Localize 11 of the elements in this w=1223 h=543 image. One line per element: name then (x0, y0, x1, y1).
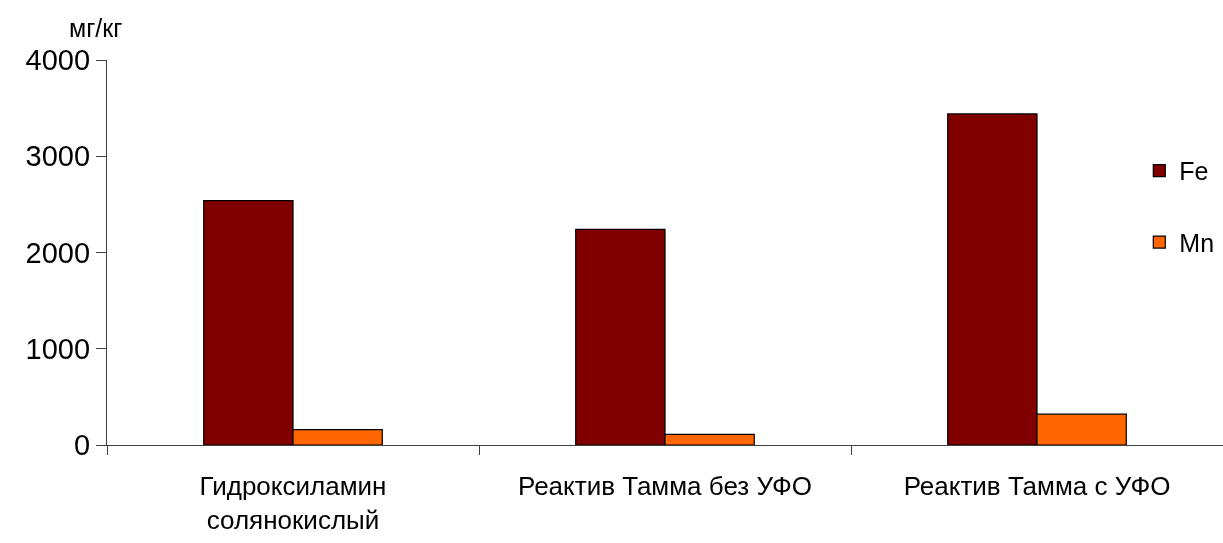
y-axis-title: мг/кг (69, 14, 123, 42)
legend-label: Mn (1179, 228, 1215, 257)
y-tick-label: 0 (73, 429, 91, 462)
y-tick-label: 1000 (25, 332, 91, 365)
x-tick-label: Реактив Тамма без УФО (517, 471, 813, 502)
legend-label: Fe (1179, 157, 1209, 186)
x-tick-label: Гидроксиламин солянокислый (199, 471, 387, 536)
y-tick-label: 2000 (25, 236, 91, 269)
y-tick-label: 4000 (25, 44, 91, 77)
y-tick-label: 3000 (25, 140, 91, 173)
x-tick-label: Реактив Тамма с УФО (903, 471, 1171, 502)
